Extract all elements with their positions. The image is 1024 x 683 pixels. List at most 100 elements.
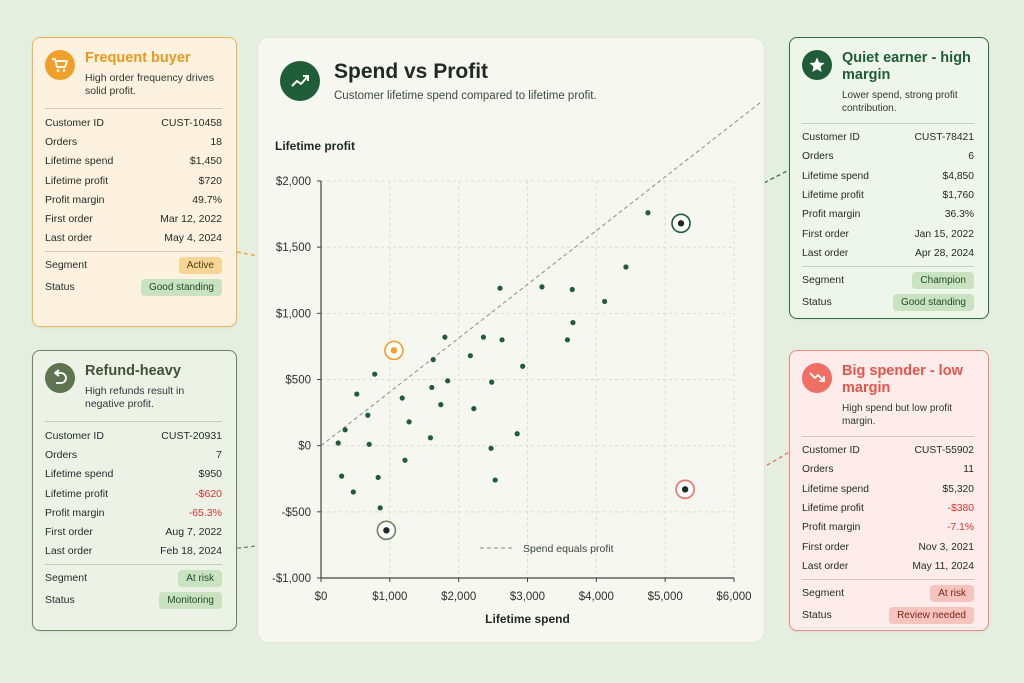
details-list: Customer ID CUST-10458 Orders 18 Lifetime sp… [45,108,222,248]
detail-value: CUST-55902 [914,445,974,457]
detail-label: First order [802,228,849,240]
detail-row: First order Jan 15, 2022 [802,224,974,243]
data-point [645,210,651,216]
data-point [365,412,371,418]
detail-value: May 4, 2024 [164,232,222,245]
data-point [467,353,473,359]
scatter-plot: $0 $1,000 $2,000 $3,000 $4,000 $5,000 $6,000 $2… [272,101,762,626]
detail-row: Lifetime profit -$620 [45,484,222,503]
segment-badge: At risk [930,584,974,602]
highlight-point-quiet-earner [677,220,685,227]
detail-label: Profit margin [45,506,105,519]
data-point [497,285,503,291]
card-description: High refunds result in negative profit. [85,385,185,410]
data-point [601,298,608,305]
detail-row: Lifetime spend $4,850 [802,167,974,186]
detail-row: First order Aug 7, 2022 [45,522,222,541]
detail-value: $720 [198,174,222,187]
detail-row: Orders 11 [802,460,974,479]
data-point [339,473,345,479]
data-point [520,363,526,369]
chart-subtitle: Customer lifetime spend compared to life… [334,90,597,102]
detail-value: -$620 [195,487,222,500]
card-description: Lower spend, strong profit contribution. [842,90,958,114]
detail-row: Customer ID CUST-78421 [802,128,974,147]
detail-row: Lifetime profit -$380 [802,499,974,518]
detail-value: 6 [968,151,974,163]
detail-label: Lifetime spend [802,170,869,182]
detail-label: Profit margin [802,209,861,221]
data-point [372,371,378,377]
data-point [514,431,520,437]
data-point [335,440,341,446]
y-tick-label: -$1,000 [272,573,311,585]
data-point [438,402,444,408]
x-tick-label: $6,000 [716,591,751,603]
detail-label: Profit margin [45,193,105,206]
status-label: Status [802,296,832,309]
detail-value: Jan 15, 2022 [914,228,974,240]
y-tick-label: $1,000 [276,308,311,320]
data-point [354,391,360,397]
data-point [569,286,575,293]
detail-label: Orders [45,135,78,148]
detail-label: Last order [45,545,93,558]
segment-section: Segment Champion Status Good standing [802,266,974,313]
y-tick-label: -$500 [282,507,311,519]
data-point [471,406,477,412]
detail-row: Last order May 11, 2024 [802,557,974,576]
segment-label: Segment [45,259,88,272]
card-title: Quiet earner - high margin [842,50,971,83]
detail-label: Orders [45,448,78,461]
data-point [623,264,629,270]
detail-value: Nov 3, 2021 [918,541,974,553]
status-badge: Good standing [140,278,222,296]
segment-label: Segment [802,274,845,287]
card-refund-heavy: Refund-heavy High refunds result in nega… [32,350,237,631]
details-list: Customer ID CUST-55902 Orders 11 Lifetime sp… [802,436,974,576]
detail-value: Feb 18, 2024 [160,545,222,558]
detail-label: Last order [802,247,849,259]
data-point [539,284,545,290]
y-tick-label: $1,500 [276,242,311,254]
status-badge: Review needed [889,606,974,624]
detail-label: Lifetime profit [45,174,109,187]
card-title: Big spender - low margin [842,363,963,396]
x-tick-label: $3,000 [510,591,545,603]
detail-row: Profit margin -65.3% [45,503,222,522]
data-point [377,505,383,511]
card-description: High spend but low profit margin. [842,403,953,427]
detail-row: Lifetime profit $1,760 [802,186,974,205]
detail-row: Orders 7 [45,445,222,464]
star-icon [802,50,832,80]
segment-section: Segment At risk Status Review needed [802,579,974,626]
undo-arrow-icon [45,363,75,393]
data-point [564,337,571,343]
detail-row: Profit margin 49.7% [45,190,222,209]
details-list: Customer ID CUST-20931 Orders 7 Lifetime spe… [45,421,222,561]
status-badge: Good standing [892,293,974,311]
detail-row: Lifetime profit $720 [45,171,222,190]
detail-label: Lifetime spend [802,483,869,495]
data-point [499,337,505,343]
detail-label: Customer ID [45,429,104,442]
detail-label: Customer ID [45,116,104,129]
detail-value: 18 [210,135,222,148]
data-point [429,384,435,391]
data-point [402,457,408,463]
status-label: Status [45,281,75,294]
detail-label: Last order [802,560,849,572]
detail-label: Customer ID [802,445,860,457]
detail-value: $5,320 [942,483,975,495]
detail-value: $4,850 [942,170,975,182]
y-tick-label: $0 [298,441,311,453]
detail-label: Lifetime profit [802,503,864,515]
detail-value: CUST-10458 [161,116,222,129]
card-big-spender: Big spender - low margin High spend but … [789,350,989,631]
reference-line [320,101,762,447]
detail-row: Lifetime spend $5,320 [802,480,974,499]
card-description: High order frequency drives solid profit… [85,72,214,97]
detail-label: Lifetime spend [45,155,114,168]
x-tick-label: $0 [315,591,328,603]
detail-value: -$380 [947,503,974,515]
